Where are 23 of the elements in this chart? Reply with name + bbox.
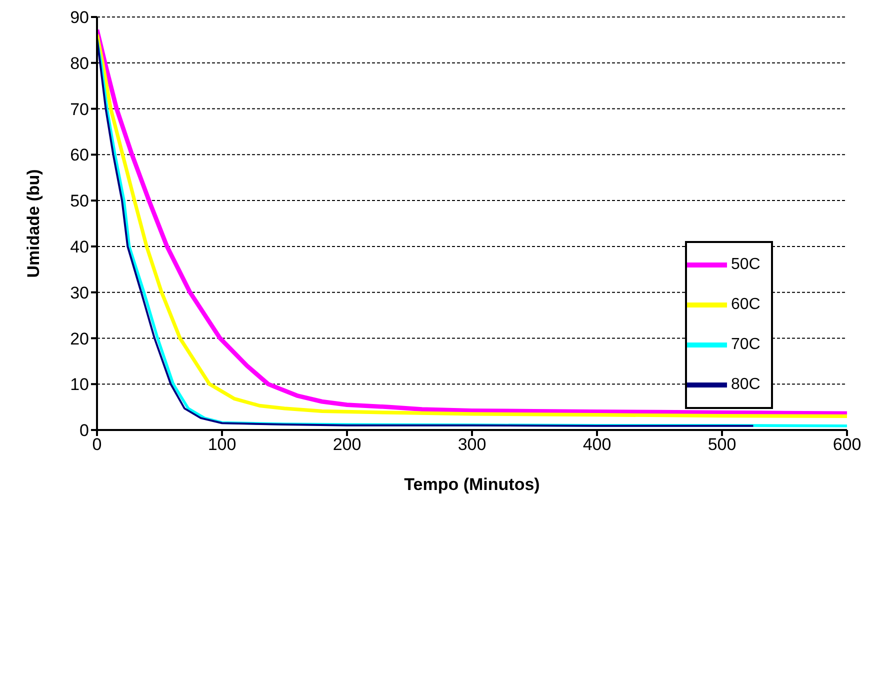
x-axis-title: Tempo (Minutos) bbox=[404, 475, 540, 494]
x-tick-label: 400 bbox=[582, 435, 612, 454]
y-axis-title: Umidade (bu) bbox=[24, 169, 44, 278]
y-tick-label: 0 bbox=[80, 421, 89, 440]
legend-label: 80C bbox=[731, 376, 760, 394]
y-tick-label: 20 bbox=[70, 329, 89, 348]
x-tick-label: 0 bbox=[92, 435, 102, 454]
x-tick-label: 300 bbox=[458, 435, 486, 454]
x-tick-label: 200 bbox=[332, 435, 362, 454]
y-tick-label: 70 bbox=[70, 100, 89, 119]
y-tick-label: 90 bbox=[70, 8, 89, 28]
x-tick-label: 500 bbox=[708, 435, 736, 454]
legend-label: 60C bbox=[731, 296, 760, 314]
legend-label: 70C bbox=[731, 336, 760, 354]
y-tick-label: 40 bbox=[70, 237, 89, 256]
x-tick-label: 600 bbox=[832, 435, 862, 454]
y-tick-label: 80 bbox=[70, 54, 89, 73]
y-tick-label: 30 bbox=[70, 283, 89, 302]
y-tick-label: 10 bbox=[70, 375, 89, 394]
legend-label: 50C bbox=[731, 256, 760, 274]
y-tick-label: 50 bbox=[70, 192, 89, 211]
x-tick-label: 100 bbox=[208, 435, 236, 454]
y-tick-label: 60 bbox=[70, 146, 89, 165]
